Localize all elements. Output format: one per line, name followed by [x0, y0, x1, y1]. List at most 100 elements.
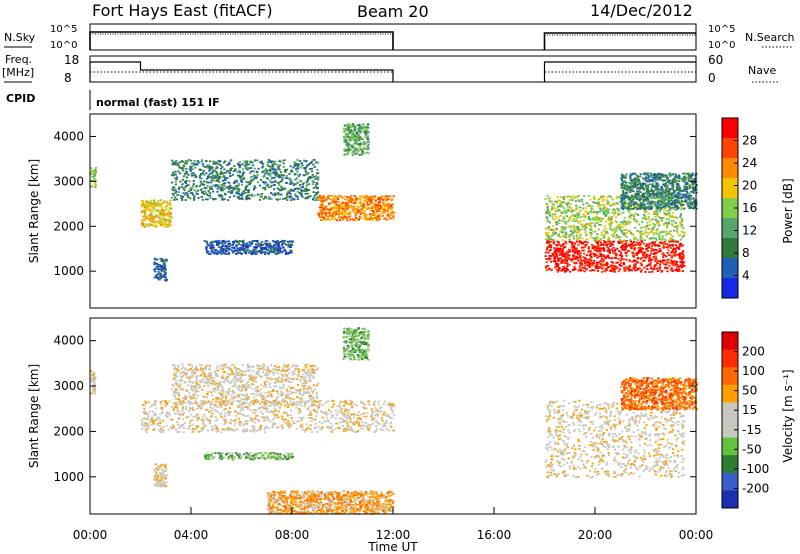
scatter-cell — [611, 198, 614, 201]
scatter-cell — [392, 195, 395, 198]
scatter-cell — [623, 267, 626, 269]
scatter-cell — [260, 246, 263, 249]
scatter-cell — [219, 189, 222, 192]
scatter-cell — [576, 225, 579, 228]
scatter-cell — [169, 217, 172, 219]
scatter-cell — [554, 218, 557, 221]
scatter-cell — [618, 264, 621, 266]
scatter-cell — [277, 168, 280, 170]
scatter-cell — [562, 261, 565, 263]
scatter-cell — [242, 172, 245, 174]
scatter-cell — [652, 268, 655, 270]
scatter-cell — [656, 233, 659, 236]
scatter-cell — [663, 241, 666, 243]
scatter-cell — [362, 196, 365, 199]
scatter-cell — [693, 201, 696, 203]
scatter-cell — [147, 201, 151, 204]
scatter-cell — [248, 183, 251, 186]
scatter-cell — [667, 221, 671, 224]
scatter-cell — [284, 197, 288, 199]
scatter-cell — [330, 195, 333, 197]
scatter-cell — [206, 177, 209, 180]
scatter-cell — [592, 218, 595, 220]
scatter-cell — [649, 220, 652, 223]
scatter-cell — [317, 198, 320, 200]
scatter-cell — [639, 270, 642, 273]
scatter-cell — [375, 209, 378, 211]
scatter-cell — [290, 244, 293, 246]
scatter-cell — [217, 184, 220, 187]
scatter-cell — [252, 188, 256, 191]
scatter-cell — [652, 226, 655, 229]
scatter-cell — [677, 269, 680, 272]
scatter-cell — [577, 253, 580, 255]
scatter-cell — [336, 196, 339, 199]
scatter-cell — [609, 240, 612, 243]
scatter-cell — [663, 211, 666, 214]
scatter-cell — [209, 247, 212, 249]
scatter-cell — [589, 234, 593, 237]
scatter-cell — [641, 184, 644, 187]
scatter-cell — [557, 258, 560, 261]
scatter-cell — [615, 234, 619, 236]
scatter-cell — [563, 207, 566, 209]
scatter-cell — [281, 176, 284, 179]
scatter-cell — [645, 226, 648, 229]
scatter-cell — [149, 219, 152, 221]
scatter-cell — [356, 209, 359, 212]
scatter-cell — [269, 174, 272, 177]
scatter-cell — [221, 197, 224, 200]
scatter-cell — [371, 213, 374, 215]
scatter-cell — [379, 218, 382, 220]
scatter-cell — [686, 176, 689, 179]
scatter-cell — [622, 258, 625, 261]
scatter-cell — [612, 266, 615, 269]
scatter-cell — [589, 209, 592, 212]
scatter-cell — [590, 222, 593, 224]
scatter-cell — [287, 251, 291, 254]
scatter-cell — [161, 221, 164, 224]
scatter-cell — [683, 233, 686, 236]
scatter-cell — [216, 241, 219, 244]
scatter-cell — [371, 205, 374, 208]
scatter-cell — [636, 230, 639, 232]
scatter-cell — [635, 213, 638, 216]
scatter-cell — [353, 139, 356, 142]
scatter-cell — [599, 266, 602, 269]
scatter-cell — [146, 206, 149, 208]
scatter-cell — [662, 256, 665, 258]
scatter-cell — [332, 210, 335, 213]
scatter-cell — [223, 242, 226, 245]
scatter-cell — [656, 197, 659, 200]
scatter-cell — [145, 205, 148, 208]
scatter-cell — [667, 218, 670, 221]
scatter-cell — [168, 202, 171, 205]
scatter-cell — [243, 160, 246, 163]
scatter-cell — [247, 191, 250, 194]
scatter-cell — [562, 216, 565, 219]
scatter-cell — [547, 242, 550, 244]
scatter-cell — [270, 177, 273, 180]
scatter-cell — [625, 254, 628, 257]
scatter-cell — [615, 262, 618, 264]
scatter-cell — [269, 170, 272, 172]
scatter-cell — [593, 201, 596, 204]
scatter-cell — [236, 171, 239, 174]
scatter-cell — [599, 241, 602, 244]
scatter-cell — [381, 215, 384, 217]
scatter-cell — [152, 218, 155, 221]
scatter-cell — [142, 211, 145, 213]
scatter-cell — [201, 163, 205, 165]
scatter-cell — [143, 213, 146, 215]
scatter-cell — [660, 239, 663, 241]
scatter-cell — [591, 247, 594, 249]
scatter-cell — [611, 204, 614, 206]
scatter-cell — [587, 259, 590, 261]
scatter-cell — [333, 211, 336, 214]
scatter-cell — [217, 240, 221, 243]
scatter-cell — [368, 218, 371, 221]
scatter-cell — [332, 198, 336, 200]
scatter-cell — [223, 161, 226, 164]
scatter-cell — [366, 204, 369, 206]
scatter-cell — [146, 218, 149, 221]
